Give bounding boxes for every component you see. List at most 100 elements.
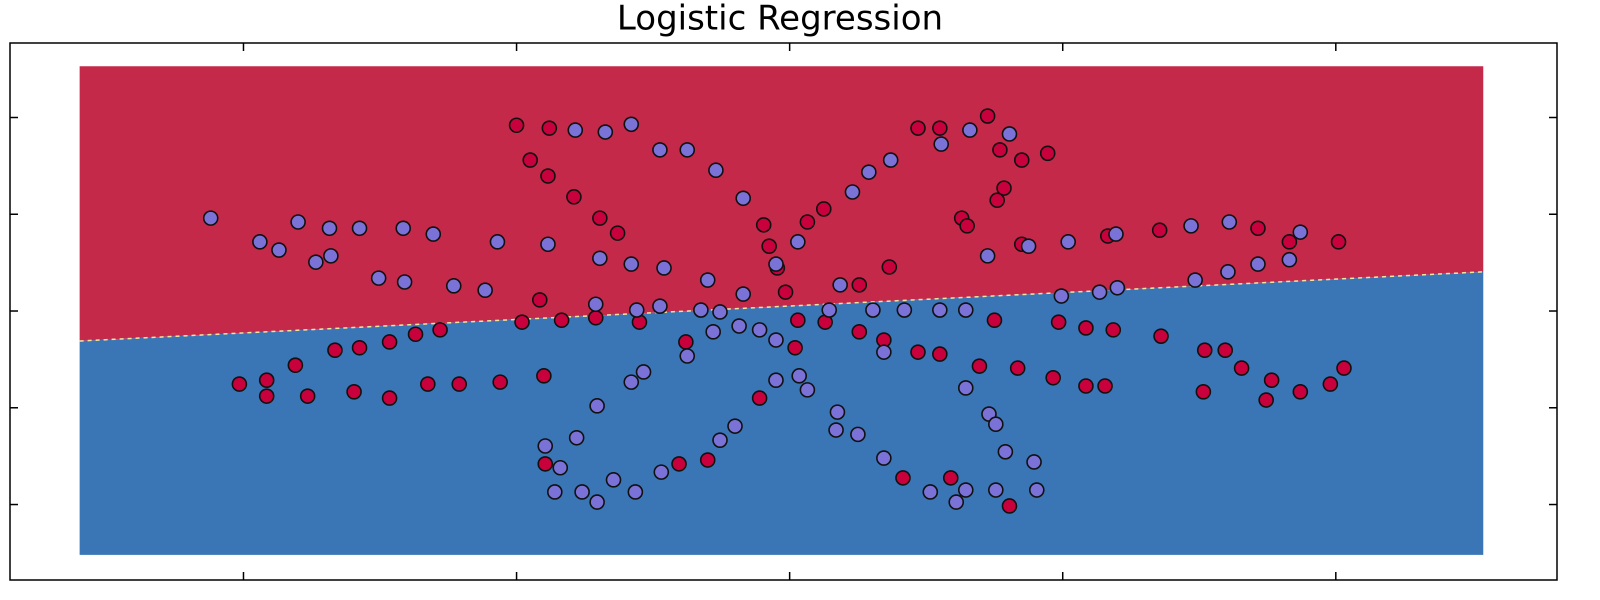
scatter-point xyxy=(287,357,304,374)
scatter-point xyxy=(628,302,645,318)
scatter-point xyxy=(1009,360,1026,376)
scatter-point xyxy=(541,120,558,136)
scatter-point xyxy=(420,376,436,392)
scatter-point xyxy=(988,482,1004,498)
scatter-point xyxy=(727,418,743,434)
scatter-point xyxy=(731,318,747,334)
scatter-point xyxy=(755,217,772,233)
scatter-point xyxy=(1258,392,1274,408)
scatter-point xyxy=(1026,454,1042,470)
scatter-point xyxy=(492,374,508,390)
scatter-point xyxy=(948,494,965,510)
scatter-point xyxy=(699,452,716,468)
scatter-point xyxy=(693,302,709,318)
scatter-point xyxy=(799,214,816,230)
scatter-point xyxy=(589,398,605,414)
scatter-point xyxy=(346,384,362,400)
scatter-point xyxy=(574,484,590,500)
scatter-point xyxy=(258,372,275,388)
scatter-point xyxy=(1091,284,1108,300)
scatter-point xyxy=(489,234,506,250)
scatter-point xyxy=(957,482,974,498)
scatter-point xyxy=(587,296,604,313)
scatter-point xyxy=(1050,314,1067,330)
scatter-point xyxy=(708,162,724,179)
scatter-point xyxy=(828,422,844,438)
scatter-point xyxy=(799,382,816,398)
scatter-point xyxy=(705,324,721,340)
scatter-point xyxy=(821,302,838,318)
scatter-point xyxy=(425,226,442,242)
scatter-point xyxy=(381,334,398,350)
scatter-point xyxy=(652,142,668,158)
scatter-point xyxy=(957,302,974,318)
scatter-point xyxy=(653,464,670,480)
scatter-point xyxy=(522,152,539,168)
scatter-point xyxy=(962,122,978,138)
scatter-point xyxy=(445,278,462,294)
scatter-point xyxy=(671,456,687,472)
scatter-point xyxy=(202,210,219,226)
scatter-point xyxy=(1001,126,1018,142)
scatter-point xyxy=(876,344,892,360)
scatter-point xyxy=(850,426,866,443)
scatter-point xyxy=(553,312,570,329)
scatter-point xyxy=(1039,145,1056,162)
scatter-point xyxy=(815,201,832,217)
scatter-point xyxy=(546,484,563,500)
scatter-point xyxy=(451,376,468,392)
scatter-point xyxy=(932,302,948,318)
scatter-point xyxy=(1028,482,1045,498)
scatter-point xyxy=(986,312,1003,329)
scatter-point xyxy=(1183,218,1199,234)
scatter-point xyxy=(537,456,554,472)
scatter-point xyxy=(1109,279,1126,296)
scatter-point xyxy=(979,248,996,264)
scatter-point xyxy=(1250,256,1266,272)
scatter-point xyxy=(290,214,306,230)
scatter-point xyxy=(957,380,974,396)
scatter-point xyxy=(761,238,777,254)
scatter-point xyxy=(258,388,275,404)
scatter-point xyxy=(844,184,861,200)
scatter-point xyxy=(1196,342,1213,359)
scatter-point xyxy=(299,388,316,404)
scatter-point xyxy=(768,332,784,348)
scatter-point xyxy=(540,168,556,184)
scatter-point xyxy=(971,358,988,374)
scatter-point xyxy=(910,344,926,360)
scatter-point xyxy=(271,242,287,258)
scatter-point xyxy=(1108,226,1124,242)
scatter-point xyxy=(609,225,626,241)
scatter-point xyxy=(623,256,640,272)
scatter-point xyxy=(735,286,752,302)
scatter-point xyxy=(678,334,694,350)
scatter-point xyxy=(627,484,644,500)
scatter-point xyxy=(567,122,584,138)
scatter-point xyxy=(592,250,608,267)
scatter-point xyxy=(321,220,338,237)
region-lower xyxy=(79,271,1484,555)
scatter-point xyxy=(656,260,672,276)
scatter-point xyxy=(1292,224,1309,240)
chart-title: Logistic Regression xyxy=(617,0,943,39)
scatter-point xyxy=(768,256,784,272)
scatter-point xyxy=(989,192,1005,209)
scatter-point xyxy=(790,312,806,329)
scatter-point xyxy=(1013,152,1030,168)
scatter-point xyxy=(1045,369,1061,386)
scatter-point xyxy=(992,142,1008,158)
scatter-point xyxy=(832,277,848,293)
scatter-point xyxy=(566,189,582,205)
scatter-point xyxy=(699,272,716,288)
scatter-point xyxy=(351,339,368,356)
scatter-point xyxy=(508,117,525,134)
scatter-point xyxy=(1221,214,1238,230)
scatter-point xyxy=(407,326,424,343)
scatter-point xyxy=(876,450,892,466)
scatter-point xyxy=(381,390,398,406)
scatter-point xyxy=(1020,238,1037,254)
scatter-point xyxy=(1078,320,1094,336)
